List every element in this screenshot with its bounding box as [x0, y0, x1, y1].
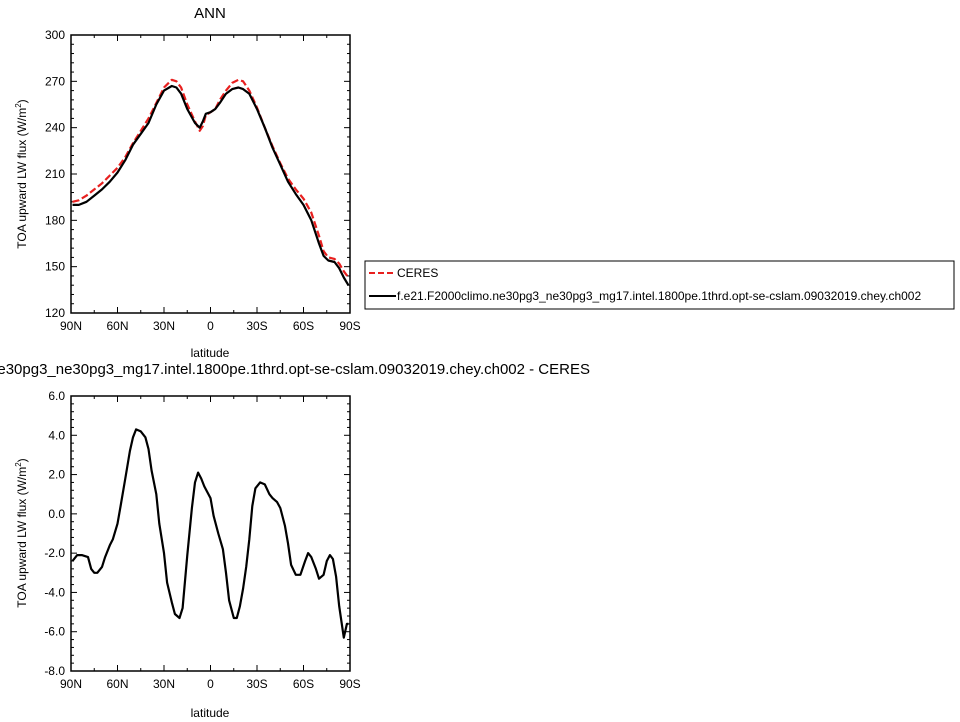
top-x-tick-label: 0	[207, 319, 214, 333]
bottom-series-line-0	[71, 428, 349, 639]
top-axes: 90N 60N 30N 0 30S 60S 90S 120 150 180 210 240 270 300	[45, 28, 361, 333]
bottom-x-tick-label: 90S	[339, 677, 360, 691]
bottom-y-tick-label: -6.0	[44, 625, 65, 639]
bottom-panel: f.e21.F2000climo.ne30pg3_ne30pg3_mg17.in…	[0, 361, 590, 720]
top-chart-title: ANN	[194, 5, 226, 22]
bottom-chart-title: f.e21.F2000climo.ne30pg3_ne30pg3_mg17.in…	[0, 361, 590, 378]
bottom-x-axis-label: latitude	[191, 706, 230, 720]
top-y-tick-label: 240	[45, 121, 65, 135]
bottom-y-axis-label-superscript: 2	[14, 462, 23, 467]
top-x-tick-label: 90N	[60, 319, 82, 333]
top-y-tick-label: 180	[45, 213, 65, 227]
top-series-line-1	[72, 84, 350, 286]
bottom-plot-area	[71, 428, 349, 639]
legend-label-ceres: CERES	[397, 266, 438, 280]
bottom-y-axis-label: TOA upward LW flux (W/m2)	[14, 458, 29, 607]
bottom-plot-frame	[70, 395, 351, 672]
top-y-tick-label: 270	[45, 74, 65, 88]
top-x-tick-label: 60S	[293, 319, 314, 333]
bottom-y-tick-label: -8.0	[44, 664, 65, 678]
top-x-tick-label: 30N	[153, 319, 175, 333]
top-series-line-0	[72, 78, 350, 279]
top-y-tick-label: 150	[45, 260, 65, 274]
top-x-tick-label: 60N	[106, 319, 128, 333]
bottom-x-tick-label: 60S	[293, 677, 314, 691]
bottom-y-tick-label: 4.0	[48, 428, 65, 442]
legend-label-model: f.e21.F2000climo.ne30pg3_ne30pg3_mg17.in…	[397, 289, 921, 303]
bottom-x-tick-label: 30N	[153, 677, 175, 691]
bottom-x-tick-label: 90N	[60, 677, 82, 691]
top-plot-area	[72, 78, 350, 286]
bottom-y-axis-label-text: TOA upward LW flux (W/m	[15, 467, 29, 608]
top-plot-frame	[70, 34, 351, 314]
bottom-y-tick-label: 6.0	[48, 389, 65, 403]
top-y-axis-label: TOA upward LW flux (W/m2)	[14, 99, 29, 248]
bottom-y-tick-label: 0.0	[48, 507, 65, 521]
top-x-tick-label: 30S	[246, 319, 267, 333]
top-x-tick-label: 90S	[339, 319, 360, 333]
bottom-y-tick-label: -2.0	[44, 546, 65, 560]
top-x-axis-label: latitude	[191, 346, 230, 360]
top-panel: ANN 90N 60N 30N 0 30S 60S 90S 120 150 180 210 240 27…	[14, 5, 955, 360]
legend: CERES f.e21.F2000climo.ne30pg3_ne30pg3_m…	[364, 260, 955, 310]
bottom-x-tick-label: 30S	[246, 677, 267, 691]
top-y-axis-label-superscript: 2	[14, 103, 23, 108]
top-y-tick-label: 210	[45, 167, 65, 181]
bottom-y-tick-label: -4.0	[44, 585, 65, 599]
legend-box	[364, 260, 955, 310]
top-y-tick-label: 300	[45, 28, 65, 42]
bottom-y-axis-label-close: )	[15, 458, 29, 462]
top-y-tick-label: 120	[45, 306, 65, 320]
top-y-axis-label-text: TOA upward LW flux (W/m	[15, 108, 29, 249]
bottom-x-tick-label: 60N	[106, 677, 128, 691]
bottom-x-tick-label: 0	[207, 677, 214, 691]
bottom-axes: 90N 60N 30N 0 30S 60S 90S -8.0 -6.0 -4.0 -2.0 0.0 2.…	[44, 389, 360, 691]
top-y-axis-label-close: )	[15, 99, 29, 103]
bottom-y-tick-label: 2.0	[48, 468, 65, 482]
